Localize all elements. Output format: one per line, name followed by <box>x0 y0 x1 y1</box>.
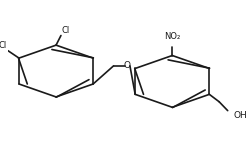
Text: Cl: Cl <box>0 41 7 49</box>
Text: Cl: Cl <box>61 26 70 35</box>
Text: NO₂: NO₂ <box>164 32 180 41</box>
Text: O: O <box>123 61 130 70</box>
Text: OH: OH <box>233 111 246 120</box>
